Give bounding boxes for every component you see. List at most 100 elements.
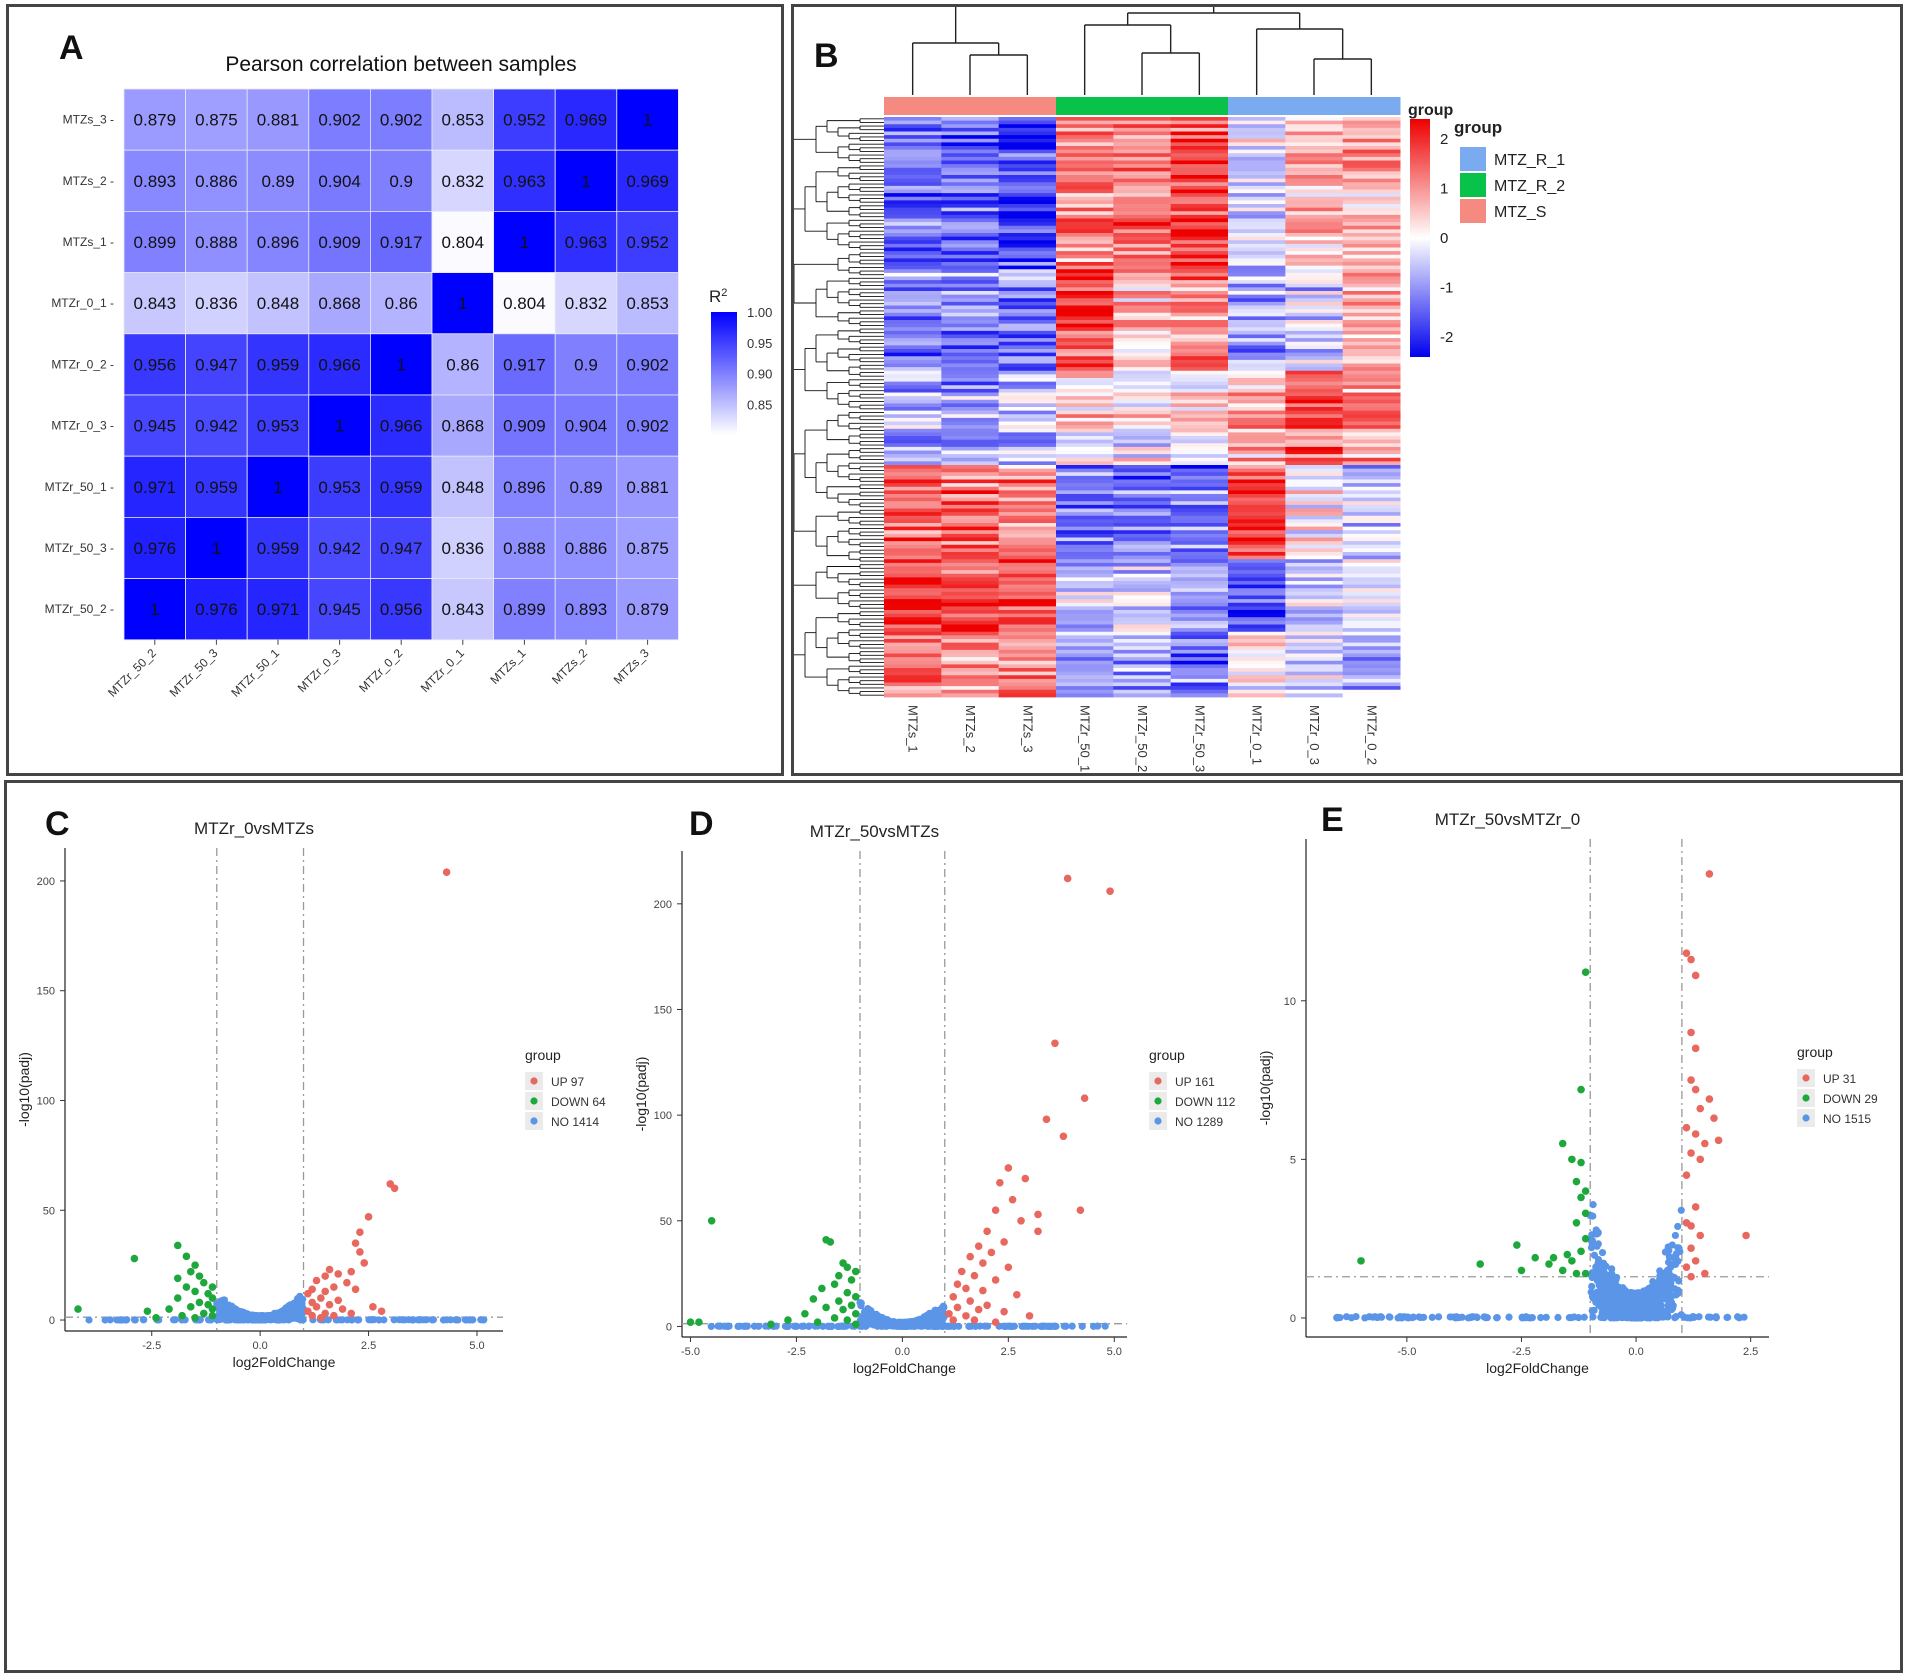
point-no: [932, 1306, 940, 1315]
point-up: [330, 1283, 338, 1291]
heatmap-cell: [1342, 240, 1401, 245]
heatmap-cell: [884, 483, 942, 488]
point-no: [1342, 1313, 1351, 1321]
heatmap-cell: [1170, 486, 1229, 491]
point-no: [267, 1313, 275, 1321]
heatmap-cell: [998, 577, 1057, 582]
col-label: MTZr_0_2: [356, 646, 405, 695]
heatmap-cell: [941, 475, 1000, 480]
heatmap-cell: [884, 537, 942, 542]
heatmap-cell: [1113, 544, 1172, 549]
heatmap-cell: [941, 367, 1000, 372]
heatmap-cell: [1228, 562, 1286, 567]
cell-value: 0.879: [626, 600, 669, 619]
heatmap-cell: [1285, 682, 1344, 687]
heatmap-cell: [1285, 229, 1344, 234]
heatmap-cell: [1342, 494, 1401, 499]
heatmap-cell: [884, 465, 942, 470]
heatmap-cell: [1228, 577, 1286, 582]
heatmap-cell: [884, 671, 942, 676]
heatmap-cell: [1285, 359, 1344, 364]
heatmap-cell: [1342, 200, 1401, 205]
legend-tick: 0.95: [747, 336, 772, 351]
point-down: [835, 1297, 843, 1305]
col-label: MTZr_50_3: [167, 646, 221, 700]
point-no: [936, 1319, 944, 1328]
legend-item: DOWN 112: [1175, 1095, 1236, 1109]
heatmap-cell: [1228, 457, 1286, 462]
point-down: [182, 1252, 191, 1261]
heatmap-cell: [1342, 374, 1401, 379]
heatmap-cell: [998, 508, 1057, 513]
heatmap-cell: [1228, 287, 1286, 292]
heatmap-cell: [1113, 138, 1172, 143]
heatmap-cell: [1113, 635, 1172, 640]
heatmap-cell: [1228, 475, 1286, 480]
heatmap-cell: [1056, 613, 1114, 618]
heatmap-cell: [1285, 591, 1344, 596]
heatmap-cell: [1170, 457, 1229, 462]
heatmap-cell: [1170, 642, 1229, 647]
y-tick-label: 50: [660, 1216, 672, 1228]
heatmap-cell: [1342, 251, 1401, 256]
heatmap-cell: [1113, 120, 1172, 125]
heatmap-cell: [1228, 646, 1286, 651]
heatmap-cell: [1342, 497, 1401, 502]
heatmap-cell: [941, 182, 1000, 187]
heatmap-cell: [246, 516, 310, 579]
point-up: [312, 1276, 321, 1285]
heatmap-cell: [123, 333, 186, 396]
heatmap-cell: [998, 189, 1057, 194]
point-up: [1080, 1094, 1089, 1103]
heatmap-cell: [1056, 309, 1114, 314]
heatmap-cell: [1113, 330, 1172, 335]
heatmap-cell: [941, 229, 1000, 234]
heatmap-cell: [884, 617, 942, 622]
heatmap-cell: [1170, 468, 1229, 473]
heatmap-cell: [1285, 671, 1344, 676]
heatmap-cell: [185, 578, 248, 641]
heatmap-cell: [1228, 229, 1286, 234]
heatmap-cell: [1285, 388, 1344, 393]
heatmap-cell: [1113, 486, 1172, 491]
heatmap-cell: [1170, 541, 1229, 546]
heatmap-cell: [1113, 349, 1172, 354]
heatmap-cell: [1228, 512, 1286, 517]
point-up: [949, 1316, 958, 1324]
point-down: [809, 1295, 818, 1303]
heatmap-cell: [1342, 204, 1401, 209]
cell-value: 0.9: [574, 355, 598, 374]
heatmap-cell: [884, 185, 942, 190]
heatmap-cell: [998, 494, 1057, 499]
heatmap-cell: [941, 599, 1000, 604]
heatmap-cell: [998, 602, 1057, 607]
heatmap-cell: [884, 403, 942, 408]
point-up: [1013, 1290, 1021, 1299]
heatmap-cell: [1056, 526, 1114, 531]
heatmap-cell: [941, 606, 1000, 611]
cell-value: 0.868: [442, 417, 485, 436]
heatmap-cell: [941, 214, 1000, 219]
heatmap-cell: [1113, 649, 1172, 654]
y-tick-label: 200: [37, 876, 55, 888]
heatmap-cell: [941, 548, 1000, 553]
point-up: [369, 1303, 377, 1311]
heatmap-cell: [884, 320, 942, 325]
point-up: [962, 1284, 970, 1293]
heatmap-cell: [1228, 349, 1286, 354]
point-up: [979, 1286, 987, 1295]
heatmap-cell: [1113, 552, 1172, 557]
heatmap-cell: [1056, 214, 1114, 219]
heatmap-cell: [1170, 475, 1229, 480]
heatmap-cell: [884, 305, 942, 310]
heatmap-cell: [1285, 443, 1344, 448]
heatmap-cell: [1056, 407, 1114, 412]
heatmap-cell: [884, 327, 942, 332]
heatmap-cell: [1342, 483, 1401, 488]
heatmap-cell: [1285, 628, 1344, 633]
heatmap-cell: [941, 490, 1000, 495]
heatmap-cell: [884, 149, 942, 154]
x-tick-label: -2.5: [787, 1346, 806, 1358]
heatmap-cell: [1170, 396, 1229, 401]
heatmap-cell: [1170, 552, 1229, 557]
